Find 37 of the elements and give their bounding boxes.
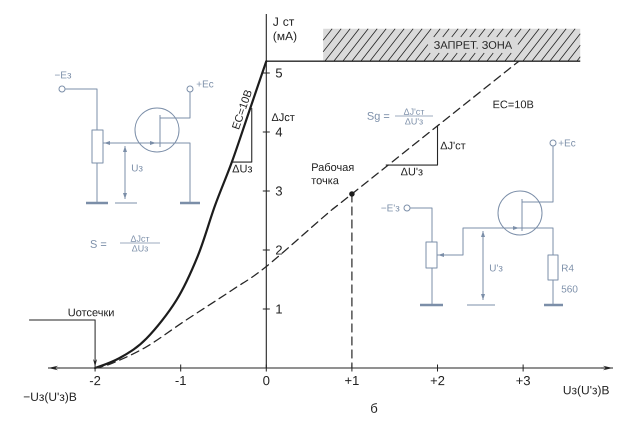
text: б <box>371 403 378 413</box>
text: −Uз(U'з)В <box>24 392 76 404</box>
annotation: 560 <box>562 285 578 293</box>
annotation: +Ec <box>558 140 576 146</box>
x-tick-label: -2 <box>90 376 100 386</box>
y-tick-label: 3 <box>276 186 282 196</box>
y-tick-label: 4 <box>276 128 282 136</box>
annotation: ΔJст <box>130 236 150 242</box>
annotation: R4 <box>562 264 574 272</box>
annotation: −E'з <box>381 204 400 212</box>
annotation: ΔJст <box>272 113 295 122</box>
x-tick-label: +3 <box>516 376 530 386</box>
y-tick-label: 2 <box>276 245 282 255</box>
annotation: −Eз <box>54 72 72 78</box>
annotation: ΔJ'ст <box>404 108 424 115</box>
annotation: ΔUз <box>232 164 252 172</box>
x-tick-label: 0 <box>263 376 270 386</box>
x-tick-label: +2 <box>430 376 444 386</box>
x-tick-label: -1 <box>175 376 186 385</box>
annotation: ΔJ'ст <box>440 142 466 150</box>
x-axis-title: Uз(U'з)В <box>564 386 609 397</box>
annotation: EC=10В <box>493 100 534 108</box>
annotation: Рабочая точка <box>311 162 354 184</box>
x-tick-label: +1 <box>345 376 359 385</box>
annotation: Sg = <box>367 112 390 122</box>
annotation: +Ec <box>196 80 214 88</box>
annotation: ΔUз <box>132 245 148 252</box>
annotation: ΔU'з <box>400 168 423 176</box>
y-tick-label: 1 <box>276 304 282 314</box>
band-label: ЗАПРЕТ. ЗОНА <box>434 41 512 49</box>
annotation: S = <box>90 240 106 248</box>
annotation: Uз <box>132 164 143 172</box>
annotation: ΔU'з <box>405 118 423 124</box>
annotation: U'з <box>490 264 503 272</box>
annotation: Uотсечки <box>68 308 114 316</box>
y-tick-label: 5 <box>276 68 282 78</box>
y-axis-title: J ст (мА) <box>273 18 296 43</box>
